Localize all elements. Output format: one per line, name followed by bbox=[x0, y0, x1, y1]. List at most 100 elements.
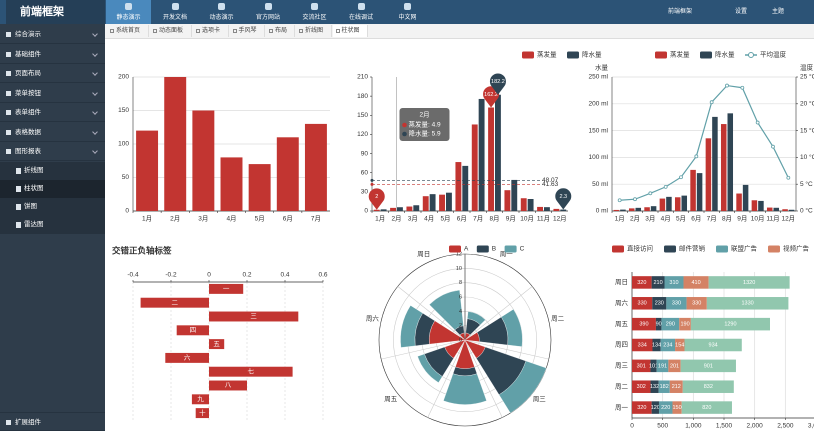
submenu-label: 柱状图 bbox=[24, 184, 44, 192]
y-tick-label: 周日 bbox=[615, 278, 628, 286]
tab-icon bbox=[299, 29, 303, 33]
menu-item[interactable]: 表格数据 bbox=[0, 123, 105, 142]
submenu-item[interactable]: 折线图 bbox=[0, 161, 105, 180]
menu-item[interactable]: 基础组件 bbox=[0, 45, 105, 64]
tab-bar: 系统首页 动态面板 选项卡 手风琴 布局 折线图 柱状图 bbox=[105, 24, 814, 39]
category-label: 九 bbox=[197, 394, 204, 403]
value-label: 90 bbox=[656, 322, 662, 328]
legend-label: 邮件营销 bbox=[679, 244, 706, 253]
category-label: 四 bbox=[190, 326, 197, 334]
y-tick-label: 周四 bbox=[615, 341, 628, 349]
nav-item[interactable]: 中文网 bbox=[385, 0, 430, 24]
nav-item[interactable]: 交流社区 bbox=[292, 0, 337, 24]
value-label: 132 bbox=[650, 384, 659, 390]
submenu-item[interactable]: 饼图 bbox=[0, 197, 105, 216]
tab-label: 手风琴 bbox=[238, 28, 257, 34]
category-label: 十 bbox=[199, 408, 206, 417]
value-label: 290 bbox=[666, 322, 675, 328]
user-name[interactable]: 前端框架 bbox=[668, 9, 693, 15]
legend-icon bbox=[504, 245, 517, 253]
menu-item[interactable]: 综合演示 bbox=[0, 25, 105, 44]
polar-bar bbox=[429, 289, 464, 331]
tab-label: 系统首页 bbox=[116, 28, 141, 34]
tab[interactable]: 折线图 bbox=[296, 25, 332, 37]
nav-label: 开发文档 bbox=[162, 15, 187, 21]
logo: 前端框架 bbox=[6, 0, 105, 24]
settings-menu[interactable]: 设置 bbox=[735, 9, 748, 15]
legend-icon bbox=[476, 245, 489, 253]
angle-label: 周一 bbox=[500, 250, 514, 258]
value-label: 901 bbox=[704, 363, 713, 369]
x-tick-label: 0 bbox=[207, 272, 211, 279]
submenu-item[interactable]: 雷达图 bbox=[0, 215, 105, 234]
tab[interactable]: 手风琴 bbox=[230, 25, 265, 37]
tab[interactable]: 系统首页 bbox=[107, 25, 149, 37]
tab[interactable]: 柱状图 bbox=[332, 25, 368, 37]
bar bbox=[708, 276, 790, 289]
y-tick-label: 100 bbox=[118, 141, 129, 148]
menu-item[interactable]: 页面布局 bbox=[0, 64, 105, 83]
y-tick-label: 30 bbox=[361, 189, 369, 196]
legend-icon bbox=[612, 245, 624, 253]
bar bbox=[773, 207, 780, 211]
tab-icon bbox=[153, 29, 157, 33]
bar bbox=[672, 401, 682, 414]
legend-icon bbox=[768, 245, 780, 253]
tab[interactable]: 布局 bbox=[266, 25, 295, 37]
nav-label: 中文网 bbox=[398, 15, 417, 21]
polar-bar bbox=[467, 311, 486, 326]
submenu-item[interactable]: 柱状图 bbox=[0, 179, 105, 198]
value-label: 230 bbox=[655, 301, 664, 307]
x-tick-label: 10月 bbox=[751, 215, 765, 223]
menu-label: 页面布局 bbox=[15, 70, 41, 77]
theme-menu[interactable]: 主题 bbox=[772, 9, 785, 15]
menu-item[interactable]: 图形报表 bbox=[0, 142, 105, 161]
value-label: 150 bbox=[672, 405, 681, 411]
line-point bbox=[694, 154, 699, 159]
nav-item[interactable]: 官方网站 bbox=[246, 0, 291, 24]
bar bbox=[669, 380, 683, 393]
nav-icon bbox=[264, 3, 272, 10]
bar bbox=[209, 366, 293, 377]
mark-point bbox=[489, 73, 506, 95]
bar bbox=[397, 207, 403, 211]
legend-label: 降水量 bbox=[715, 50, 735, 59]
nav-item[interactable]: 静态演示 bbox=[106, 0, 151, 24]
bar bbox=[471, 124, 478, 211]
mark-line-label: 41.63 bbox=[542, 181, 559, 188]
bar bbox=[727, 113, 734, 211]
mark-point bbox=[368, 188, 385, 210]
bar bbox=[504, 190, 511, 211]
bar bbox=[176, 325, 209, 336]
x-tick-label: 4月 bbox=[424, 215, 434, 223]
value-label: 234 bbox=[663, 342, 672, 348]
y-tick-label: 90 bbox=[361, 150, 369, 157]
line bbox=[619, 84, 789, 201]
tab[interactable]: 动态面板 bbox=[150, 25, 192, 37]
bar bbox=[681, 195, 688, 211]
nav-item[interactable]: 动态演示 bbox=[199, 0, 244, 24]
x-tick-label: 11月 bbox=[537, 215, 550, 223]
menu-item[interactable]: 表单组件 bbox=[0, 103, 105, 122]
bar bbox=[527, 199, 534, 211]
bar bbox=[666, 297, 687, 310]
value-label: 1290 bbox=[724, 322, 736, 328]
spoke bbox=[427, 339, 466, 418]
tooltip-title: 2月 bbox=[420, 111, 430, 119]
menu-label: 表格数据 bbox=[15, 128, 41, 136]
value-label: 302 bbox=[637, 384, 646, 390]
menu-item[interactable]: 菜单按钮 bbox=[0, 84, 105, 103]
nav-label: 官方网站 bbox=[255, 15, 280, 21]
value-label: 1320 bbox=[743, 280, 755, 286]
nav-item[interactable]: 开发文档 bbox=[153, 0, 198, 24]
value-label: 120 bbox=[651, 405, 660, 411]
category-label: 八 bbox=[225, 382, 232, 389]
legend-icon bbox=[567, 51, 579, 59]
bar bbox=[544, 207, 550, 211]
legend-label: 联盟广告 bbox=[731, 244, 758, 253]
tab[interactable]: 选项卡 bbox=[193, 25, 229, 37]
nav-item[interactable]: 在线调试 bbox=[339, 0, 384, 24]
y-tick-label: 150 bbox=[357, 112, 368, 119]
bar bbox=[690, 169, 696, 211]
y-tick-label: 50 bbox=[122, 174, 130, 181]
